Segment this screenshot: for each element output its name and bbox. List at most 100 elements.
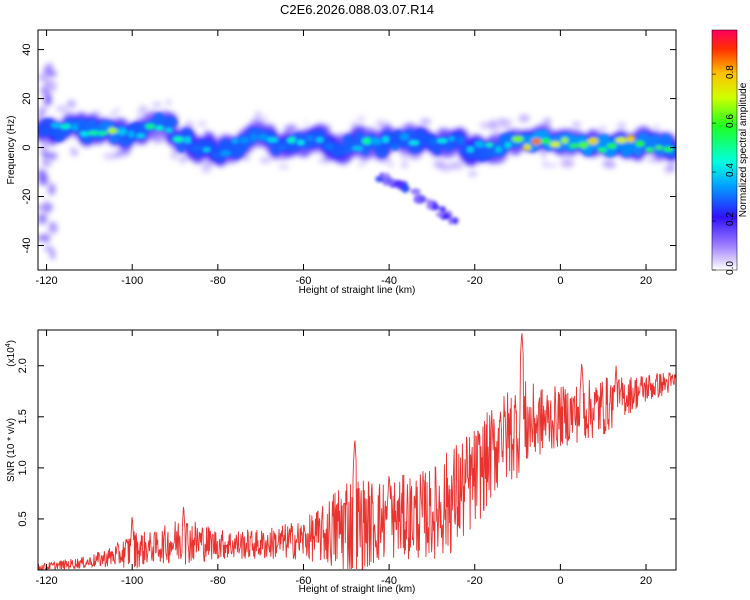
spectrogram-y-tick-label: -20	[21, 189, 33, 205]
spectrogram-speckle	[498, 121, 512, 130]
spectrogram-speckle	[262, 116, 268, 120]
spectrogram-edge-noise	[44, 79, 51, 85]
spectrogram-speckle	[179, 156, 187, 164]
spectrogram-edge-noise	[40, 85, 48, 94]
spectrogram-edge-noise	[41, 152, 50, 159]
spectrogram-peak	[202, 147, 211, 153]
spectrogram-peak	[504, 141, 512, 149]
colorbar-tick-label: 0.8	[725, 65, 736, 79]
spectrogram-peak	[306, 136, 314, 141]
spectrogram-peak	[211, 153, 221, 158]
colorbar-label: Normalized spectral amplitude	[738, 82, 749, 217]
snr-x-tick-label: -100	[121, 575, 143, 587]
spectrogram-peak	[420, 140, 427, 148]
spectrogram-peak	[87, 130, 100, 136]
snr-x-tick-label: -60	[296, 575, 312, 587]
spectrogram-peak	[474, 140, 486, 148]
spectrogram-edge-noise	[48, 183, 55, 192]
spectrogram-speckle	[280, 155, 286, 162]
spectrogram-speckle	[560, 158, 575, 168]
chart-title: C2E6.2026.088.03.07.R14	[280, 2, 434, 17]
spectrogram-edge-noise	[42, 141, 48, 150]
spectrogram-peak	[51, 122, 61, 129]
spectrogram-x-tick-label: -100	[121, 275, 143, 287]
spectrogram-speckle	[357, 162, 367, 167]
spectrogram-speckle	[259, 156, 272, 164]
spectrogram-peak	[42, 129, 51, 135]
spectrogram-edge-noise	[38, 213, 48, 225]
spectrogram-peak	[511, 135, 524, 143]
spectrogram-branch-cell	[379, 172, 384, 177]
spectrogram-speckle	[165, 99, 172, 107]
spectrogram-speckle	[55, 105, 69, 112]
snr-y-tick-label: 0.5	[17, 511, 29, 526]
spectrogram-y-ticks: -40 -20 0 20 40	[21, 43, 676, 253]
spectrogram-speckle	[91, 111, 102, 115]
colorbar-tick-label: 0.2	[725, 212, 736, 226]
spectrogram-speckle	[542, 160, 547, 168]
spectrogram-speckle	[137, 113, 142, 122]
spectrogram-peak	[172, 136, 185, 143]
snr-series-line	[38, 333, 676, 570]
snr-panel: -120 -100 -80 -60 -40 -20 0 20 0.5 1.0 1.5 2.0 Hei…	[5, 329, 677, 595]
spectrogram-speckle	[318, 158, 332, 163]
spectrogram-speckle	[303, 121, 310, 125]
spectrogram-peak	[644, 147, 655, 153]
spectrogram-marks	[38, 61, 676, 260]
spectrogram-speckle	[449, 161, 464, 170]
spectrogram-peak	[448, 136, 455, 141]
spectrogram-peak	[351, 146, 364, 152]
colorbar-tick-label: 0.6	[725, 114, 736, 128]
spectrogram-peak	[408, 140, 420, 146]
spectrogram-branch-cell	[375, 175, 383, 183]
spectrogram-edge-noise	[44, 246, 53, 252]
spectrogram-speckle	[545, 117, 550, 126]
spectrogram-branch-cell	[451, 217, 459, 225]
colorbar-ticks: 0.0 0.2 0.4 0.6 0.8	[712, 65, 736, 275]
spectrogram-speckle	[518, 114, 530, 123]
spectrogram-peak	[457, 137, 465, 144]
spectrogram-x-label: Height of straight line (km)	[299, 285, 416, 296]
spectrogram-x-tick-label: -120	[36, 275, 58, 287]
spectrogram-speckle	[115, 108, 120, 112]
spectrogram-x-tick-label: 20	[640, 275, 652, 287]
spectrogram-speckle	[200, 164, 212, 173]
spectrogram-peak	[107, 127, 118, 134]
spectrogram-speckle	[617, 122, 626, 128]
spectrogram-speckle	[653, 124, 660, 131]
spectrogram-peak	[370, 137, 383, 145]
spectrogram-peak	[654, 145, 663, 150]
spectrogram-peak	[606, 143, 617, 149]
spectrogram-speckle	[468, 171, 478, 177]
spectrogram-x-ticks: -120 -100 -80 -60 -40 -20 0 20	[36, 30, 652, 287]
spectrogram-panel: -120 -100 -80 -60 -40 -20 0 20 -40 -20 0 20 40 Heig…	[6, 29, 677, 296]
spectrogram-peak	[239, 137, 250, 144]
spectrogram-peak	[399, 133, 410, 141]
spectrogram-speckle	[667, 162, 675, 172]
spectrogram-peak	[391, 144, 400, 151]
spectrogram-speckle	[283, 125, 296, 132]
spectrogram-x-tick-label: -40	[381, 275, 397, 287]
spectrogram-peak	[549, 141, 561, 148]
spectrogram-speckle	[598, 126, 607, 133]
spectrogram-branch-cell	[413, 194, 426, 205]
spectrogram-peak	[343, 146, 353, 154]
spectrogram-edge-noise	[42, 161, 52, 167]
spectrogram-speckle	[488, 119, 499, 128]
spectrogram-peak	[184, 136, 192, 144]
spectrogram-peak	[569, 143, 580, 149]
spectrogram-peak	[429, 138, 436, 145]
spectrogram-peak	[587, 137, 599, 145]
spectrogram-speckle	[376, 119, 385, 129]
spectrogram-peak	[136, 133, 146, 140]
spectrogram-edge-noise	[42, 203, 50, 213]
spectrogram-edge-noise	[40, 233, 50, 240]
spectrogram-peak	[297, 140, 305, 145]
snr-frame	[37, 329, 677, 571]
spectrogram-peak	[626, 135, 636, 143]
spectrogram-peak	[257, 134, 269, 141]
spectrogram-speckle	[152, 102, 162, 107]
spectrogram-peak	[155, 125, 164, 131]
spectrogram-speckle	[243, 155, 250, 161]
spectrogram-peak	[116, 128, 127, 136]
